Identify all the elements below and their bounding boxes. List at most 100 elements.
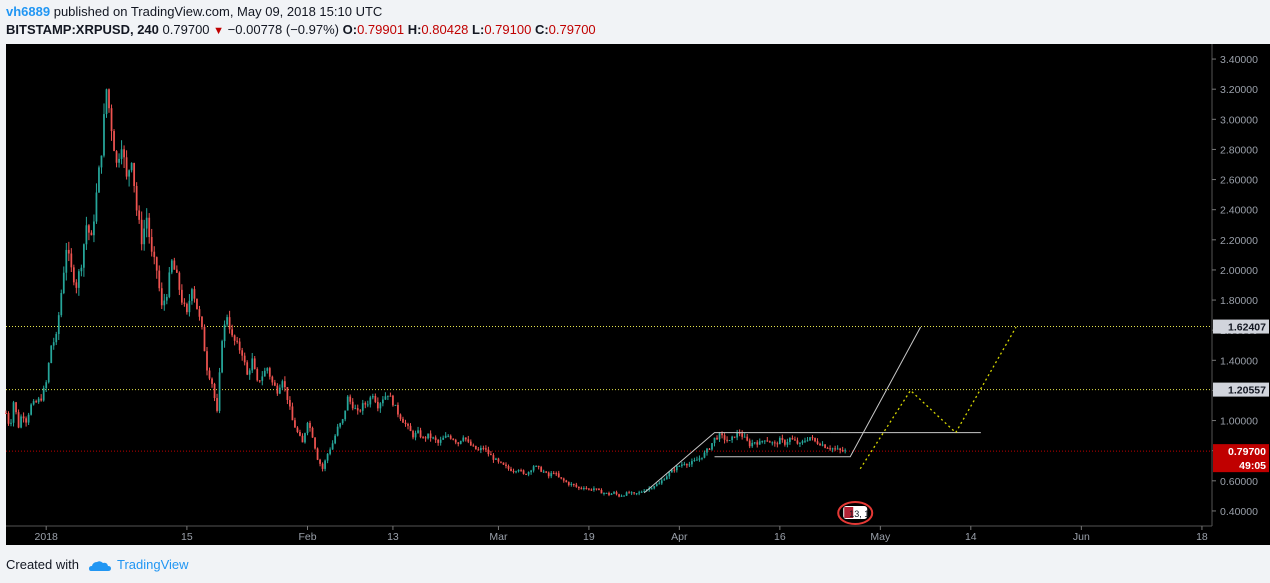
candle-body bbox=[336, 426, 339, 436]
x-tick-label: 14 bbox=[965, 531, 977, 543]
candle-body bbox=[711, 443, 713, 450]
candle-body bbox=[381, 399, 384, 404]
low-value: 0.79100 bbox=[484, 22, 532, 37]
candle-body bbox=[799, 442, 801, 444]
candle-body bbox=[630, 492, 633, 494]
candle-body bbox=[331, 443, 334, 450]
candle-body bbox=[821, 444, 824, 446]
candle-body bbox=[289, 399, 291, 407]
candle-body bbox=[555, 473, 558, 475]
candle-body bbox=[253, 358, 256, 370]
candle-body bbox=[477, 449, 480, 451]
candle-body bbox=[12, 402, 15, 423]
candle-body bbox=[688, 464, 691, 466]
candle-body bbox=[696, 459, 698, 461]
candle-body bbox=[120, 149, 123, 159]
candle-body bbox=[180, 289, 183, 303]
candle-body bbox=[72, 267, 75, 283]
candle-body bbox=[203, 326, 206, 352]
candle-body bbox=[776, 443, 779, 445]
candle-body bbox=[90, 232, 93, 236]
candle-body bbox=[525, 473, 527, 475]
candle-body bbox=[570, 483, 573, 485]
symbol-name[interactable]: BITSTAMP:XRPUSD, 240 bbox=[6, 22, 159, 37]
tradingview-link[interactable]: TradingView bbox=[117, 557, 189, 572]
candle-body bbox=[50, 345, 53, 363]
y-tick-label: 3.20000 bbox=[1220, 84, 1258, 96]
candle-body bbox=[638, 492, 641, 494]
candle-body bbox=[193, 289, 196, 299]
candle-body bbox=[113, 131, 115, 152]
candle-body bbox=[52, 342, 55, 346]
candle-body bbox=[55, 333, 58, 343]
candle-body bbox=[801, 441, 804, 443]
candle-body bbox=[77, 271, 80, 288]
candle-body bbox=[743, 436, 746, 438]
candle-body bbox=[251, 358, 254, 371]
candle-body bbox=[371, 395, 374, 398]
y-tick-label: 2.40000 bbox=[1220, 205, 1258, 217]
candle-body bbox=[42, 388, 45, 401]
candle-body bbox=[582, 488, 585, 490]
candle-body bbox=[766, 440, 769, 442]
high-value: 0.80428 bbox=[421, 22, 469, 37]
candle-body bbox=[608, 492, 610, 495]
candle-body bbox=[439, 439, 442, 443]
candle-body bbox=[15, 402, 17, 413]
candle-body bbox=[379, 403, 382, 409]
x-tick-label: Feb bbox=[298, 531, 316, 543]
candle-body bbox=[434, 437, 437, 440]
candle-body bbox=[228, 317, 231, 330]
candle-body bbox=[550, 473, 553, 477]
candle-body bbox=[65, 249, 68, 273]
candle-body bbox=[542, 471, 545, 473]
y-tick-label: 3.40000 bbox=[1220, 54, 1258, 66]
candle-body bbox=[701, 457, 703, 459]
candle-body bbox=[668, 472, 671, 477]
candle-body bbox=[713, 437, 716, 444]
tradingview-cloud-icon bbox=[88, 560, 111, 571]
candle-body bbox=[485, 448, 487, 450]
candle-body bbox=[479, 447, 482, 451]
candle-body bbox=[218, 372, 221, 411]
candle-body bbox=[263, 370, 266, 377]
candle-body bbox=[562, 478, 565, 481]
candle-body bbox=[663, 479, 666, 481]
candle-body bbox=[306, 422, 309, 434]
candle-body bbox=[374, 395, 377, 402]
candle-body bbox=[286, 387, 289, 400]
candle-body bbox=[467, 439, 470, 442]
candle-body bbox=[683, 464, 686, 466]
candle-body bbox=[482, 447, 485, 449]
candle-body bbox=[299, 431, 301, 436]
low-label: L: bbox=[472, 22, 485, 37]
candle-body bbox=[565, 480, 568, 483]
candle-body bbox=[623, 495, 625, 497]
candle-body bbox=[457, 442, 460, 444]
candle-body bbox=[660, 480, 663, 484]
author-link[interactable]: vh6889 bbox=[6, 4, 51, 19]
candle-body bbox=[560, 477, 563, 479]
candle-body bbox=[329, 449, 331, 454]
candle-body bbox=[25, 418, 27, 423]
candle-body bbox=[150, 237, 153, 252]
candle-body bbox=[834, 448, 837, 450]
candle-body bbox=[80, 267, 83, 272]
current-price-label: 0.79700 bbox=[1228, 446, 1266, 458]
candle-body bbox=[615, 492, 618, 495]
candle-body bbox=[301, 435, 304, 443]
candle-body bbox=[691, 461, 693, 465]
candle-body bbox=[540, 467, 543, 472]
candle-body bbox=[773, 442, 776, 444]
candle-body bbox=[718, 433, 721, 440]
candle-body bbox=[356, 408, 359, 411]
candle-body bbox=[143, 228, 146, 245]
y-tick-label: 0.40000 bbox=[1220, 506, 1258, 518]
candle-body bbox=[469, 441, 472, 446]
candle-body bbox=[10, 422, 12, 424]
candle-body bbox=[512, 470, 515, 472]
candle-body bbox=[824, 444, 826, 448]
candle-body bbox=[741, 433, 744, 437]
candle-body bbox=[346, 396, 349, 411]
price-chart[interactable]: 3.40000 3.20000 3.00000 2.80000 2.60000 2.400… bbox=[0, 42, 1270, 547]
